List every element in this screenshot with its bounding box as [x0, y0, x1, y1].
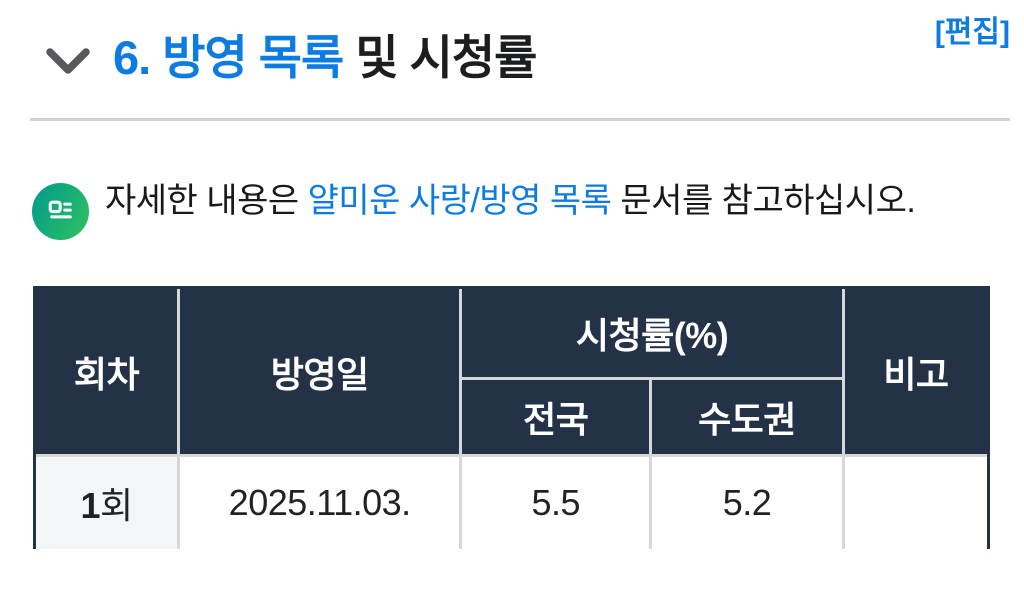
episode-number: 1 — [80, 485, 100, 527]
section-title-link[interactable]: 방영 목록 — [162, 31, 344, 84]
note-prefix: 자세한 내용은 — [105, 182, 308, 221]
cell-rating-national: 5.5 — [462, 457, 653, 550]
cell-rating-metro: 5.2 — [652, 457, 845, 550]
section-number-link[interactable]: 6. — [113, 31, 151, 84]
section-title: 6. 방영 목록 및 시청률 — [113, 24, 537, 92]
col-header-national: 전국 — [462, 380, 653, 458]
col-header-air-date: 방영일 — [180, 289, 463, 458]
section-title-rest: 및 시청률 — [343, 31, 537, 84]
episode-suffix: 회 — [99, 485, 133, 527]
edit-link[interactable]: [편집] — [934, 16, 1010, 49]
section-collapse-chevron-icon[interactable] — [45, 46, 91, 76]
cell-episode: 1회 — [36, 457, 181, 550]
note-document-link[interactable]: 얄미운 사랑/방영 목록 — [307, 182, 612, 221]
reference-note: 자세한 내용은 얄미운 사랑/방영 목록 문서를 참고하십시오. — [32, 171, 996, 241]
col-header-ratings-group: 시청률(%) — [462, 289, 845, 381]
section-header: 6. 방영 목록 및 시청률 [편집] — [0, 0, 1024, 92]
ratings-table: 회차 방영일 시청률(%) 비고 전국 수도권 1회 2025.11.03. 5… — [33, 286, 990, 550]
col-header-metro: 수도권 — [652, 380, 845, 458]
col-header-note: 비고 — [844, 289, 987, 458]
table-row: 1회 2025.11.03. 5.5 5.2 — [36, 457, 987, 550]
namuwiki-doc-icon — [32, 183, 89, 241]
col-header-episode: 회차 — [36, 289, 181, 458]
note-suffix: 문서를 참고하십시오. — [611, 182, 916, 221]
cell-air-date: 2025.11.03. — [180, 457, 463, 550]
section-divider — [30, 118, 1010, 122]
cell-note — [844, 457, 987, 550]
